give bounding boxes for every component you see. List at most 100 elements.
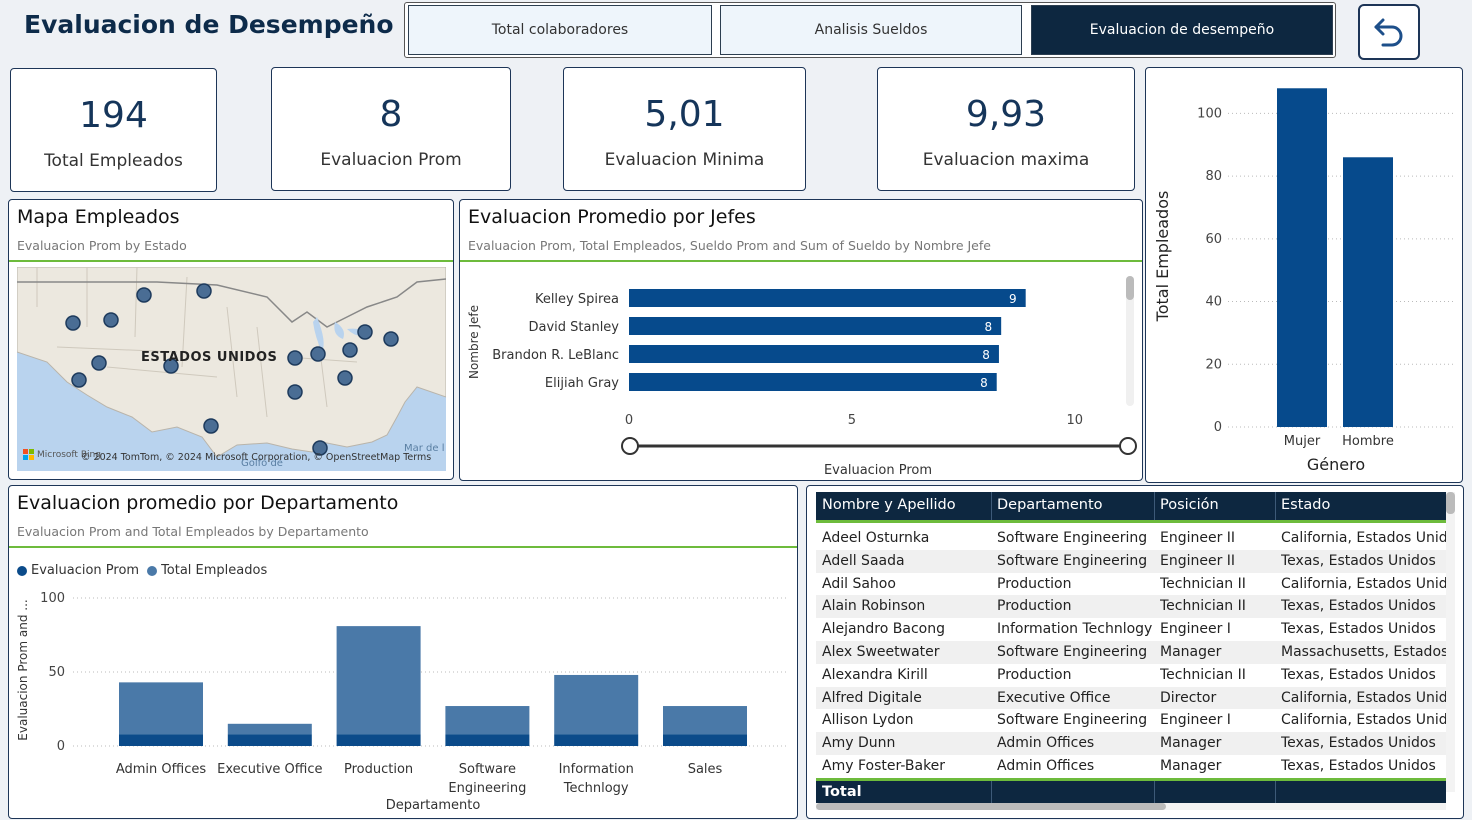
table-row[interactable]: Alejandro Bacong Information Technlogy Eng… xyxy=(816,618,1446,641)
scrollbar-thumb[interactable] xyxy=(1126,276,1134,300)
table-vscrollbar[interactable] xyxy=(1446,492,1455,792)
bar-segment[interactable] xyxy=(663,734,747,746)
bosses-scrollbar[interactable] xyxy=(1126,276,1134,406)
tab-analisis-sueldos[interactable]: Analisis Sueldos xyxy=(720,5,1022,55)
map-marker[interactable] xyxy=(342,342,358,358)
bar-segment[interactable] xyxy=(119,734,203,746)
map-marker[interactable] xyxy=(287,350,303,366)
column-header[interactable]: Estado xyxy=(1281,497,1331,513)
legend-dot-icon xyxy=(17,565,27,576)
table-cell: Texas, Estados Unidos xyxy=(1281,552,1436,569)
tab-total-colaboradores[interactable]: Total colaboradores xyxy=(408,5,712,55)
table-cell: Admin Offices xyxy=(997,758,1095,774)
map-marker[interactable] xyxy=(287,384,303,400)
map-title: Mapa Empleados xyxy=(17,206,180,228)
y-tick-label: 50 xyxy=(48,665,65,680)
map-marker[interactable] xyxy=(163,358,179,374)
bar-segment[interactable] xyxy=(227,734,312,746)
map-marker[interactable] xyxy=(203,418,219,434)
table-cell: California, Estados Unidos xyxy=(1281,712,1446,729)
table-cell: Texas, Estados Unidos xyxy=(1281,758,1436,774)
table-row[interactable]: Adil Sahoo Production Technician II Califor… xyxy=(816,572,1446,596)
table-hscrollbar[interactable] xyxy=(816,803,1446,810)
kpi-evaluacion-maxima: 9,93 Evaluacion maxima xyxy=(877,67,1135,191)
legend-label[interactable]: Total Empleados xyxy=(161,563,268,578)
map-marker[interactable] xyxy=(103,312,119,328)
boss-bar[interactable] xyxy=(629,289,1026,307)
map-marker[interactable] xyxy=(312,440,328,456)
table-row[interactable]: Alex Sweetwater Software Engineering Manag… xyxy=(816,641,1446,664)
scrollbar-thumb[interactable] xyxy=(1446,492,1455,514)
table-row[interactable]: Amy Foster-Baker Admin Offices Manager Texa… xyxy=(816,755,1446,778)
map-area[interactable]: ESTADOS UNIDOS Mar de l Golfo de Microso… xyxy=(17,267,446,471)
legend-label[interactable]: Evaluacion Prom xyxy=(31,563,140,578)
table-cell: Software Engineering xyxy=(997,552,1148,569)
table-row[interactable]: Adell Saada Software Engineering Engineer … xyxy=(816,549,1446,573)
boss-bar[interactable] xyxy=(629,373,997,391)
bar-hombre[interactable] xyxy=(1343,157,1393,427)
map-marker[interactable] xyxy=(357,324,373,340)
kpi-evaluacion-prom: 8 Evaluacion Prom xyxy=(271,67,511,191)
tab-evaluacion-desempeno[interactable]: Evaluacion de desempeño xyxy=(1031,5,1333,55)
employees-table: Nombre y Apellido Departamento Posición Est… xyxy=(816,492,1446,805)
dept-legend: Evaluacion Prom Total Empleados xyxy=(17,563,267,578)
table-cell: Alejandro Bacong xyxy=(822,621,945,638)
table-row[interactable]: Alexandra Kirill Production Technician II T… xyxy=(816,663,1446,687)
table-row[interactable]: Alain Robinson Production Technician II Tex… xyxy=(816,595,1446,619)
bar-segment[interactable] xyxy=(554,674,639,735)
x-tick-label: Executive Office xyxy=(217,762,322,777)
map-marker[interactable] xyxy=(91,355,107,371)
bar-segment[interactable] xyxy=(663,706,747,735)
map-brand-text: Microsoft Bing xyxy=(37,449,101,460)
bar-segment[interactable] xyxy=(336,626,421,735)
table-cell: Adil Sahoo xyxy=(822,575,896,592)
table-total-row: Total xyxy=(816,778,1446,805)
map-marker[interactable] xyxy=(383,331,399,347)
table-row[interactable]: Amy Dunn Admin Offices Manager Texas, Estad… xyxy=(816,732,1446,755)
microsoft-logo-icon xyxy=(23,449,34,460)
kpi-label: Evaluacion Prom xyxy=(320,150,462,170)
table-row[interactable]: Adeel Osturnka Software Engineering Engine… xyxy=(816,527,1446,550)
range-slider-handle-max[interactable] xyxy=(1119,437,1137,455)
bar-segment[interactable] xyxy=(119,682,203,735)
bar-segment[interactable] xyxy=(445,706,530,735)
table-row[interactable]: Alfred Digitale Executive Office Director C… xyxy=(816,686,1446,710)
bar-segment[interactable] xyxy=(336,734,421,746)
kpi-label: Evaluacion Minima xyxy=(604,150,765,170)
x-tick-label: Production xyxy=(344,762,413,777)
boss-bar[interactable] xyxy=(629,345,999,363)
kpi-total-empleados: 194 Total Empleados xyxy=(10,68,217,192)
range-slider-handle-min[interactable] xyxy=(621,437,639,455)
x-tick-label: Software xyxy=(459,762,516,777)
bar-segment[interactable] xyxy=(227,723,312,735)
map-attribution[interactable]: © 2024 TomTom, © 2024 Microsoft Corporat… xyxy=(81,452,432,463)
map-marker[interactable] xyxy=(310,346,326,362)
map-gulf-label: Golfo de xyxy=(241,458,283,469)
x-axis-title: Evaluacion Prom xyxy=(824,463,932,478)
dept-chart-card: Evaluacion promedio por Departamento Eva… xyxy=(8,485,798,819)
map-marker[interactable] xyxy=(65,315,81,331)
map-marker[interactable] xyxy=(136,287,152,303)
table-row[interactable]: Allison Lydon Software Engineering Enginee… xyxy=(816,709,1446,733)
back-button[interactable] xyxy=(1358,4,1420,60)
x-tick-label: Technlogy xyxy=(563,781,629,796)
map-marker[interactable] xyxy=(71,372,87,388)
bar-value-label: 9 xyxy=(1009,292,1017,306)
table-header: Nombre y Apellido Departamento Posición Est… xyxy=(816,492,1446,523)
column-header[interactable]: Departamento xyxy=(997,497,1103,513)
table-cell: Engineer I xyxy=(1160,712,1231,729)
map-canvas xyxy=(17,267,446,458)
bar-mujer[interactable] xyxy=(1277,88,1327,427)
bar-segment[interactable] xyxy=(445,734,530,746)
scrollbar-thumb[interactable] xyxy=(816,803,1166,810)
map-marker[interactable] xyxy=(337,370,353,386)
bar-segment[interactable] xyxy=(554,734,639,746)
column-header[interactable]: Posición xyxy=(1160,497,1219,513)
column-header[interactable]: Nombre y Apellido xyxy=(822,497,956,513)
map-marker[interactable] xyxy=(196,283,212,299)
x-tick-label: 10 xyxy=(1066,413,1083,428)
y-tick-label: 0 xyxy=(57,739,65,754)
y-tick-label: Brandon R. LeBlanc xyxy=(492,348,619,363)
boss-bar[interactable] xyxy=(629,317,1002,335)
table-cell: Alex Sweetwater xyxy=(822,644,940,660)
